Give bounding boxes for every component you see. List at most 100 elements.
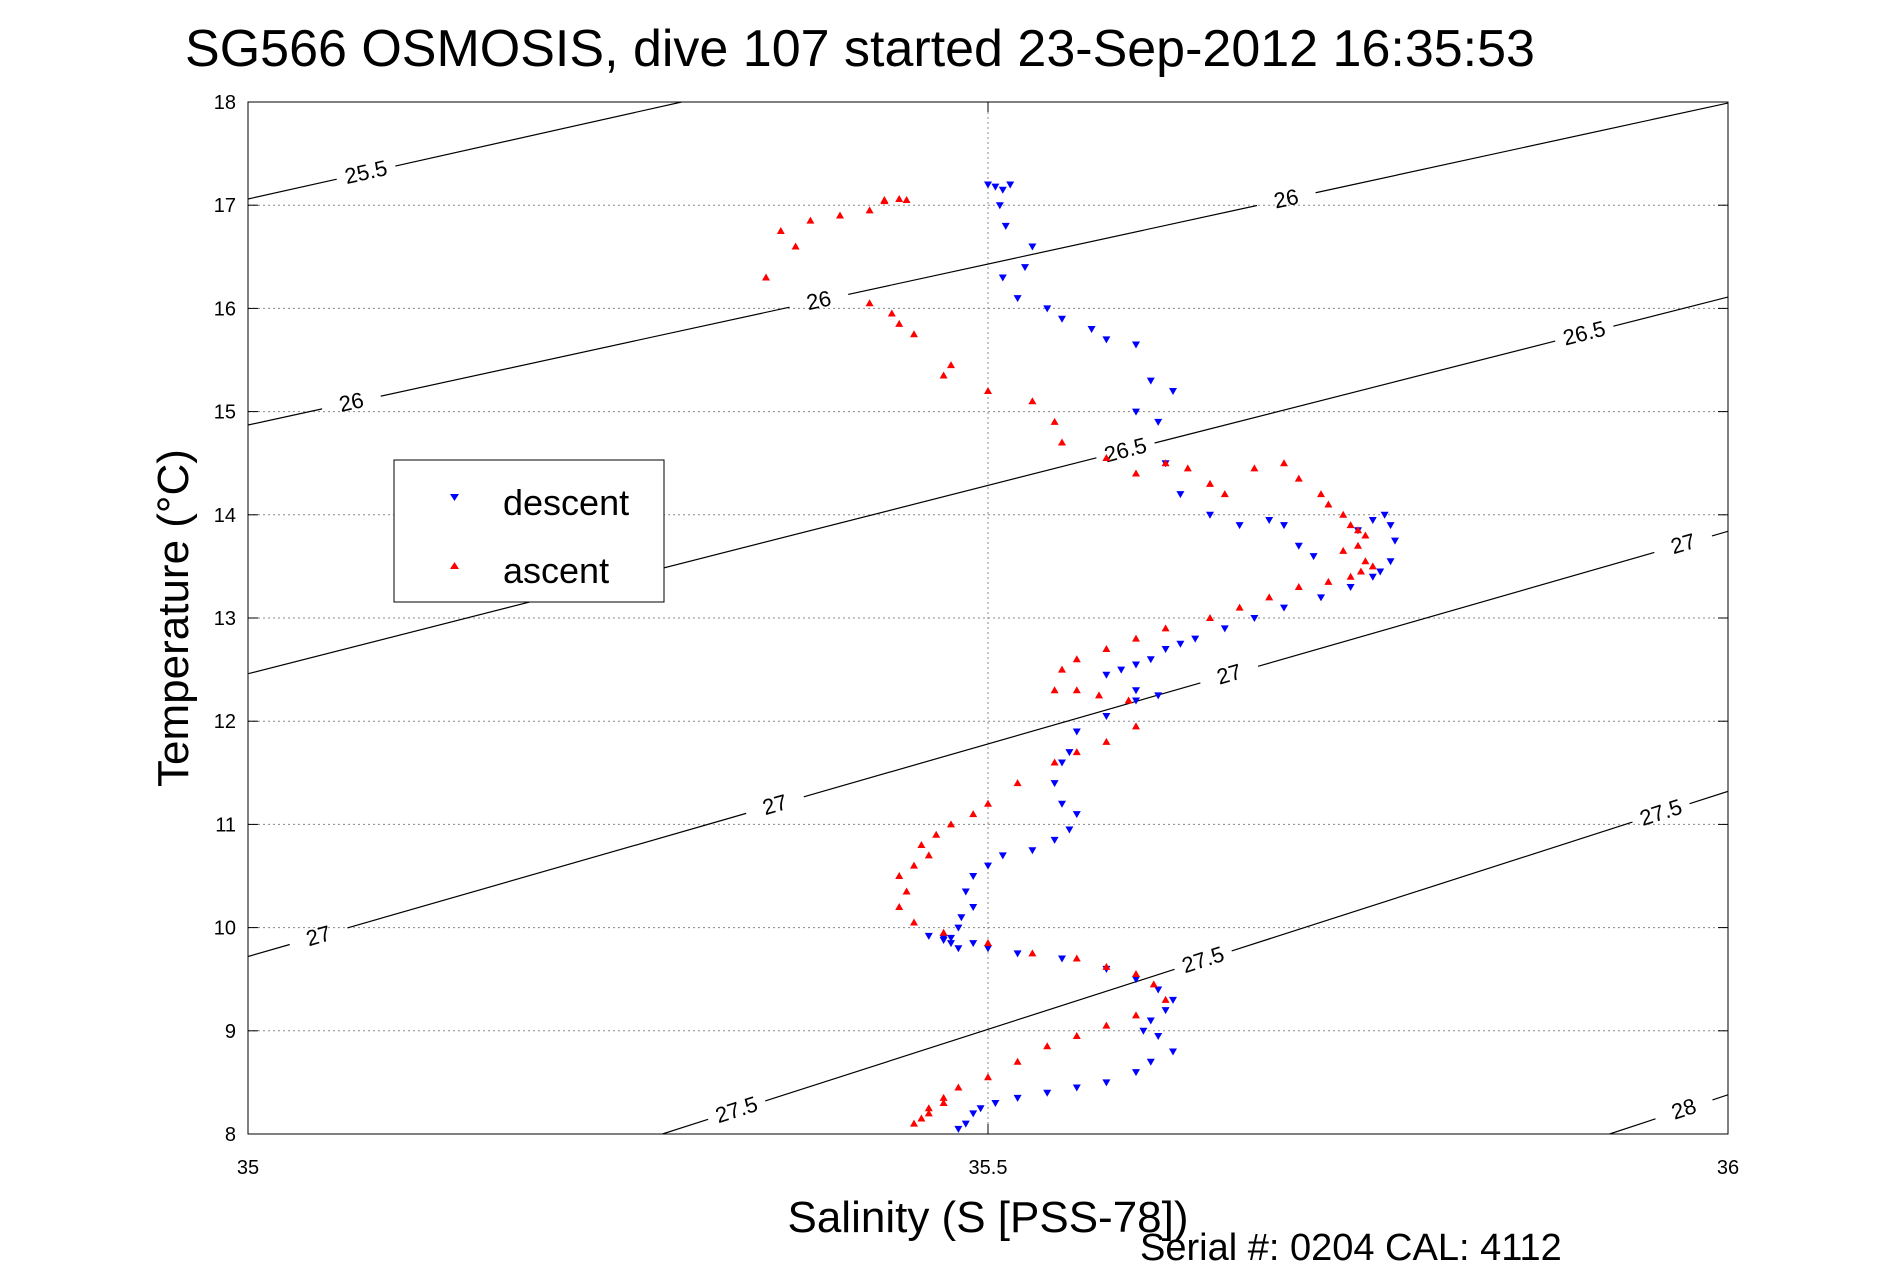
ascent-point	[984, 1073, 992, 1081]
ascent-point	[1161, 624, 1170, 632]
ascent-point	[1043, 1042, 1052, 1050]
descent-point	[969, 940, 978, 948]
ascent-point	[1072, 748, 1081, 756]
contour-line	[1689, 790, 1728, 805]
descent-point	[1280, 522, 1288, 530]
ascent-point	[917, 841, 926, 849]
ascent-point	[1072, 655, 1081, 663]
descent-point	[969, 1110, 978, 1118]
descent-point	[1065, 749, 1074, 757]
x-axis-ticks: 35 35.5 36	[237, 102, 1739, 1179]
descent-point	[1294, 542, 1303, 550]
descent-point	[998, 274, 1007, 282]
descent-point	[1368, 516, 1377, 524]
ascent-point	[1124, 696, 1133, 704]
ascent-point	[924, 1104, 933, 1112]
descent-point	[1043, 305, 1052, 313]
descent-point	[1146, 377, 1155, 385]
ascent-point	[984, 386, 992, 394]
ascent-point	[1356, 567, 1365, 575]
descent-point	[1154, 986, 1163, 994]
ascent-point	[984, 939, 992, 947]
contour-line	[1609, 1118, 1656, 1134]
ascent-point	[947, 820, 955, 828]
ascent-point	[939, 928, 948, 936]
descent-point	[1132, 661, 1140, 669]
contour-line	[848, 204, 1258, 296]
ascent-point	[1161, 459, 1170, 467]
descent-point	[1220, 625, 1229, 633]
ascent-point	[969, 810, 978, 818]
descent-point	[1280, 604, 1288, 612]
descent-point	[961, 888, 970, 896]
contour-line	[248, 943, 290, 958]
contour-line	[380, 306, 790, 397]
ascent-point	[924, 851, 933, 859]
contour-line	[1231, 821, 1633, 952]
descent-point	[954, 945, 963, 953]
density-contours	[248, 102, 1728, 1134]
descent-point	[1087, 326, 1096, 334]
ascent-point	[1072, 686, 1081, 694]
x-tick-label: 35.5	[969, 1157, 1008, 1179]
contour-line	[347, 812, 747, 929]
descent-point	[957, 914, 966, 922]
ascent-point	[1028, 397, 1037, 405]
ascent-point	[1095, 691, 1103, 699]
ascent-point	[1354, 541, 1362, 549]
ascent-point	[895, 872, 904, 879]
x-axis-label: Salinity (S [PSS-78])	[787, 1193, 1188, 1242]
ascent-point	[895, 195, 904, 203]
legend: descent ascent	[393, 459, 665, 603]
ascent-point	[1324, 577, 1333, 585]
ascent-point	[1013, 779, 1022, 787]
contour-line	[1711, 530, 1728, 537]
y-tick-label: 14	[214, 505, 236, 527]
contour-line	[1154, 340, 1556, 444]
ascent-point	[1050, 417, 1059, 425]
ascent-point	[1235, 603, 1244, 611]
descent-point	[1132, 1069, 1140, 1077]
descent-point	[976, 1105, 985, 1113]
ascent-point	[1132, 469, 1140, 477]
ascent-point	[939, 1099, 948, 1107]
descent-point	[984, 181, 992, 189]
descent-point	[1058, 800, 1066, 808]
grid-lines	[248, 102, 1728, 1134]
descent-point	[1102, 713, 1111, 721]
descent-point	[995, 202, 1004, 210]
contour-line	[248, 457, 1097, 675]
ascent-point	[1317, 490, 1325, 498]
y-tick-label: 9	[225, 1021, 236, 1043]
descent-point	[947, 940, 955, 948]
ascent-point	[865, 206, 874, 214]
descent-point	[991, 183, 1000, 191]
legend-descent-marker	[450, 494, 459, 501]
ascent-point	[1206, 614, 1214, 621]
serial-cal-footer: Serial #: 0204 CAL: 4112	[1140, 1227, 1562, 1262]
ascent-point	[1058, 438, 1066, 446]
contour-line	[1613, 296, 1728, 327]
descent-point	[1028, 243, 1037, 251]
ascent-point	[984, 799, 992, 807]
descent-point	[939, 936, 948, 944]
ascent-point	[947, 361, 955, 369]
ascent-point	[1339, 546, 1348, 554]
descent-point	[1072, 728, 1081, 736]
descent-point	[1013, 1094, 1022, 1102]
y-axis-label: Temperature (°C)	[149, 449, 198, 787]
ascent-point	[1346, 572, 1355, 580]
legend-descent-label: descent	[503, 482, 629, 523]
ascent-point	[1324, 500, 1333, 508]
ascent-point	[939, 371, 948, 379]
descent-points	[924, 181, 1399, 1133]
descent-point	[1146, 1017, 1155, 1025]
contour-line	[1712, 1094, 1728, 1101]
descent-point	[1021, 264, 1029, 272]
legend-box	[393, 459, 665, 603]
descent-point	[1176, 491, 1185, 499]
plot-area: 25.526262626.526.52727272727.527.527.528…	[214, 92, 1739, 1179]
descent-point	[954, 1125, 963, 1133]
descent-point	[1154, 1032, 1163, 1040]
ascent-point	[1294, 474, 1303, 482]
